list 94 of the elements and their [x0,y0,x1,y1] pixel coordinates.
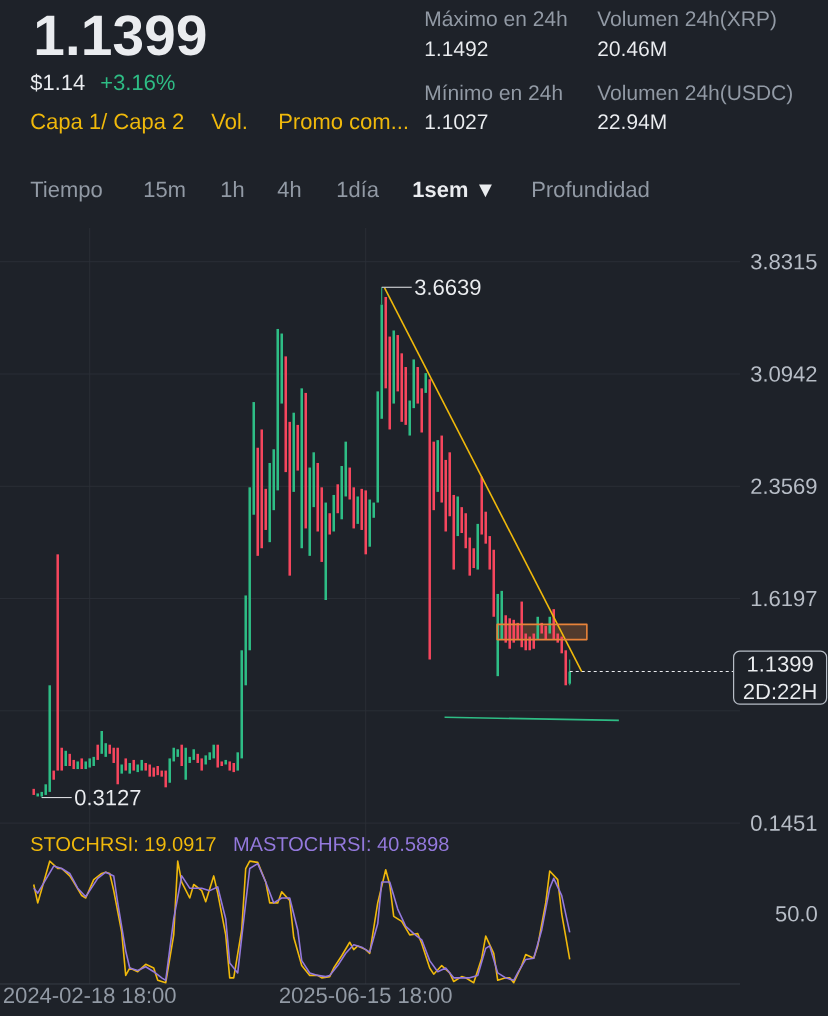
candlestick [92,756,95,767]
candlestick [428,379,431,660]
text: 1sem ▼ [413,181,492,198]
candlestick [48,685,51,792]
candlestick [156,766,159,776]
candlestick [324,502,327,601]
candlestick [424,373,427,393]
x-tick-label: 2024-02-18 18:00 [3,987,176,1004]
text: 1.1492 [425,41,488,57]
text: 50.0 [775,906,817,922]
text: 20.46M [598,41,666,57]
candlestick [548,616,551,634]
candlestick [64,750,67,767]
text: Vol. [211,113,246,130]
candlestick [304,392,307,529]
candlestick [32,788,35,795]
text: $1.14 [30,73,85,92]
text: 1.1399 [36,15,206,56]
candlestick [536,616,539,640]
candlestick [176,749,179,757]
candlestick [204,755,207,765]
text: 4h [277,181,301,197]
candlestick [200,758,203,771]
text: Volumen 24h(USDC) [597,84,792,105]
candlestick [436,440,439,492]
candlestick [232,762,235,773]
candlestick [368,499,371,547]
x-tick-label: 2025-06-15 18:00 [279,987,452,1004]
y-tick-label: 1.6197 [751,590,817,607]
y-tick-label: 3.0942 [751,366,817,382]
candlestick [152,767,155,777]
annotation: 3.6639 [415,279,481,296]
candlestick [292,412,295,492]
candlestick [128,762,131,774]
candlestick [544,625,547,640]
candlestick [148,764,151,777]
candlestick [80,758,83,770]
candlestick [192,749,195,760]
y-tick-label: 2.3569 [751,478,817,495]
candlestick [84,761,87,770]
text: +3.16% [101,74,175,91]
candlestick [364,490,367,555]
candlestick [532,633,535,649]
text: Volumen 24h(XRP) [597,10,776,31]
candlestick [508,618,511,649]
candlestick [336,484,339,514]
candlestick [68,753,71,767]
candlestick [116,747,119,785]
y-tick-label: 0.1451 [751,815,817,831]
candlestick [228,761,231,771]
text: Promo com... [280,113,407,130]
text: 1día [337,180,380,198]
text: Mínimo en 24h [425,84,562,101]
candlestick [100,730,103,754]
candlestick [476,523,479,570]
candlestick [52,770,55,780]
candlestick [88,758,91,768]
series-label: MASTOCHRSI: 40.5898 [234,836,449,852]
candlestick [296,424,299,471]
candlestick [356,496,359,524]
series-label: STOCHRSI: 19.0917 [31,836,216,852]
candlestick [392,330,395,404]
candlestick [164,770,167,788]
text: Capa 1/ Capa 2 [31,113,184,134]
text: 1h [221,181,244,197]
text: 2D:22H [743,683,816,700]
candlestick [36,793,39,797]
text: 15m [144,181,185,198]
candlestick [56,554,59,771]
candlestick [212,744,215,759]
candlestick [332,494,335,532]
candlestick [328,513,331,535]
candlestick [132,759,135,771]
candlestick [124,758,127,771]
ref-line-label: 1.1399 [748,656,813,672]
annotation: 0.3127 [75,789,141,806]
text: 22.94M [598,114,666,130]
y-tick-label: 3.8315 [751,253,817,270]
text: Profundidad [533,181,649,198]
candlestick [300,388,303,549]
candlestick [120,764,123,774]
candlestick [456,496,459,537]
candlestick [520,601,523,648]
candlestick [184,747,187,780]
candlestick [76,761,79,770]
text: Tiempo [30,181,102,202]
candlestick [136,764,139,773]
candlestick [216,744,219,768]
candlestick [96,744,99,760]
text: Máximo en 24h [425,10,567,27]
candlestick [224,759,227,765]
candlestick [140,759,143,771]
candlestick [180,744,183,767]
text: 1.1027 [425,114,488,130]
